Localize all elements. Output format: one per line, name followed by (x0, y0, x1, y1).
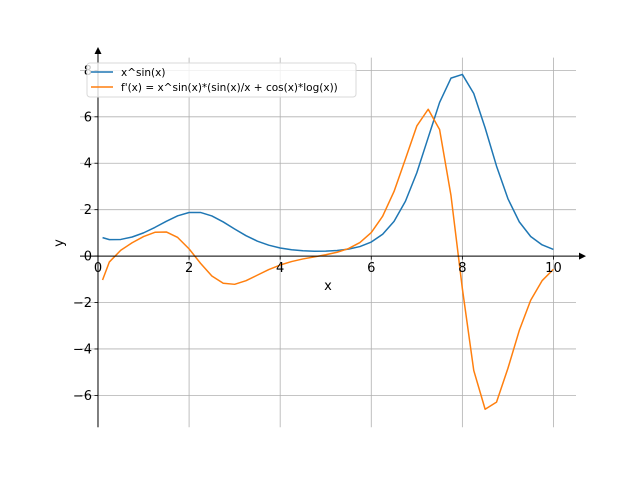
y-tick-label: 0 (84, 250, 92, 265)
y-tick-label: 4 (84, 157, 92, 172)
y-tick-label: −4 (73, 342, 92, 357)
series-line-1 (101, 108, 554, 410)
legend: x^sin(x) f'(x) = x^sin(x)*(sin(x)/x + co… (86, 62, 357, 98)
x-tick-label: 10 (545, 261, 562, 276)
y-tick-label: −6 (73, 389, 92, 404)
legend-label-0: x^sin(x) (121, 67, 165, 79)
x-axis-label: x (324, 279, 332, 294)
x-tick-label: 8 (458, 261, 466, 276)
x-tick-label: 4 (276, 261, 284, 276)
y-tick-label: 6 (84, 110, 92, 125)
y-tick-label: −2 (73, 296, 92, 311)
y-tick-label: 2 (84, 203, 92, 218)
legend-box (86, 62, 357, 98)
y-axis-label: y (52, 239, 67, 247)
plot-lines (101, 73, 554, 410)
x-tick-label: 6 (367, 261, 375, 276)
x-tick-label: 0 (94, 261, 102, 276)
x-tick-label: 2 (185, 261, 193, 276)
series-line-0 (102, 73, 554, 252)
y-axis-arrow-icon (94, 47, 102, 54)
legend-label-1: f'(x) = x^sin(x)*(sin(x)/x + cos(x)*log(… (121, 82, 338, 94)
axes (80, 47, 586, 428)
x-axis-arrow-icon (579, 252, 586, 260)
